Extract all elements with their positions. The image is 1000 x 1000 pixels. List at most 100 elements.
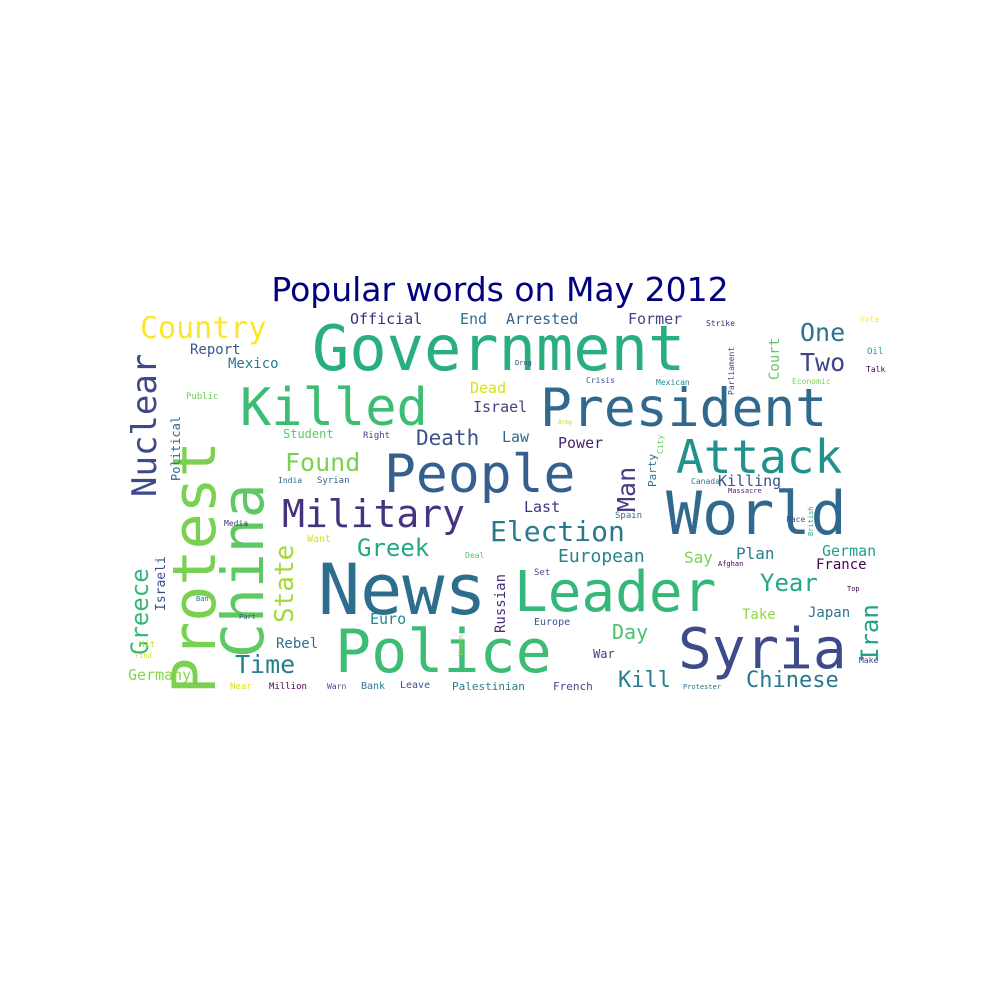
word-student: Student bbox=[283, 427, 334, 441]
word-election: Election bbox=[490, 515, 625, 548]
word-day: Day bbox=[612, 620, 649, 644]
word-french: French bbox=[553, 680, 593, 693]
word-women: Women bbox=[457, 634, 465, 656]
word-top: Top bbox=[847, 585, 860, 593]
word-greek: Greek bbox=[357, 534, 430, 562]
word-face: Face bbox=[786, 515, 806, 524]
word-war: War bbox=[593, 647, 615, 661]
word-deal: Deal bbox=[465, 551, 485, 560]
word-vote: Vote bbox=[860, 315, 880, 324]
word-british: British bbox=[807, 506, 815, 536]
word-media: Media bbox=[224, 519, 249, 528]
word-people: People bbox=[384, 444, 576, 505]
word-public: Public bbox=[186, 392, 219, 402]
word-former: Former bbox=[628, 310, 683, 328]
word-drug: Drug bbox=[515, 359, 532, 367]
word-plan: Plan bbox=[736, 544, 775, 563]
word-state: State bbox=[270, 544, 300, 623]
word-arrested: Arrested bbox=[506, 310, 579, 328]
word-palestinian: Palestinian bbox=[452, 680, 525, 693]
word-death: Death bbox=[416, 426, 480, 450]
word-right: Right bbox=[363, 431, 391, 441]
word-nuclear: Nuclear bbox=[125, 353, 165, 497]
word-world: World bbox=[666, 479, 847, 549]
word-parliament: Parliament bbox=[727, 346, 736, 395]
word-strike: Strike bbox=[706, 319, 735, 328]
word-mexico: Mexico bbox=[228, 356, 279, 372]
word-leader: Leader bbox=[514, 560, 717, 625]
word-million: Million bbox=[269, 682, 307, 692]
word-european: European bbox=[558, 546, 645, 567]
chart-title: Popular words on May 2012 bbox=[271, 270, 729, 309]
word-economic: Economic bbox=[792, 377, 831, 386]
word-year: Year bbox=[760, 569, 818, 597]
word-russian: Russian bbox=[493, 573, 509, 633]
word-power: Power bbox=[558, 434, 604, 452]
word-party: Party bbox=[646, 453, 659, 487]
word-city: City bbox=[656, 434, 665, 454]
word-afghan: Afghan bbox=[718, 560, 744, 568]
word-israel: Israel bbox=[473, 398, 528, 416]
word-warn: Warn bbox=[327, 682, 347, 691]
word-killing: Killing bbox=[718, 472, 782, 490]
word-chinese: Chinese bbox=[746, 668, 839, 693]
word-make: Make bbox=[859, 656, 879, 665]
word-kill: Kill bbox=[618, 668, 671, 693]
word-massacre: Massacre bbox=[728, 487, 762, 495]
word-two: Two bbox=[800, 348, 846, 377]
word-german: German bbox=[822, 542, 877, 560]
word-time: Time bbox=[235, 650, 296, 679]
word-bank: Bank bbox=[361, 681, 386, 692]
word-japan: Japan bbox=[808, 605, 851, 621]
word-oil: Oil bbox=[867, 347, 884, 357]
word-one: One bbox=[800, 318, 846, 347]
word-europe: Europe bbox=[534, 617, 571, 628]
word-rebel: Rebel bbox=[276, 636, 319, 652]
word-last: Last bbox=[524, 498, 561, 516]
word-dead: Dead bbox=[470, 379, 507, 397]
word-man: Man bbox=[612, 466, 641, 512]
word-killed: Killed bbox=[240, 378, 428, 438]
word-syria: Syria bbox=[678, 617, 847, 682]
word-country: Country bbox=[140, 311, 267, 346]
word-israeli: Israeli bbox=[154, 556, 169, 611]
word-end: End bbox=[460, 310, 488, 328]
word-ban: Ban bbox=[196, 595, 209, 603]
word-law: Law bbox=[502, 428, 530, 446]
word-find: Find bbox=[135, 652, 152, 660]
word-say: Say bbox=[684, 548, 713, 567]
word-president: President bbox=[540, 378, 828, 439]
word-crisis: Crisis bbox=[586, 376, 615, 385]
word-talk: Talk bbox=[866, 365, 886, 374]
word-canada: Canada bbox=[691, 477, 720, 486]
word-leave: Leave bbox=[400, 680, 431, 691]
word-france: France bbox=[816, 557, 867, 573]
word-take: Take bbox=[742, 607, 776, 623]
word-found: Found bbox=[285, 448, 361, 477]
word-germany: Germany bbox=[128, 666, 192, 684]
word-india: India bbox=[278, 476, 303, 485]
word-near: Near bbox=[230, 682, 252, 692]
word-iran: Iran bbox=[856, 604, 884, 662]
word-news: News bbox=[318, 549, 487, 631]
word-mexican: Mexican bbox=[656, 378, 690, 387]
word-set: Set bbox=[534, 568, 551, 578]
word-part: Part bbox=[239, 613, 256, 621]
word-official: Official bbox=[350, 310, 423, 328]
word-attack: Attack bbox=[676, 430, 843, 484]
word-spain: Spain bbox=[615, 511, 643, 521]
word-syrian: Syrian bbox=[317, 476, 350, 486]
word-political: Political bbox=[169, 415, 183, 481]
word-government: Government bbox=[312, 312, 686, 385]
word-court: Court bbox=[767, 337, 783, 380]
word-china: China bbox=[209, 483, 277, 658]
word-protester: Protester bbox=[683, 683, 721, 691]
word-military: Military bbox=[282, 492, 466, 536]
word-hit: Hit bbox=[139, 640, 156, 650]
word-euro: Euro bbox=[370, 610, 407, 628]
word-army: Army bbox=[558, 419, 573, 426]
word-report: Report bbox=[190, 342, 241, 358]
word-police: Police bbox=[335, 617, 552, 687]
word-want: Want bbox=[307, 534, 332, 545]
